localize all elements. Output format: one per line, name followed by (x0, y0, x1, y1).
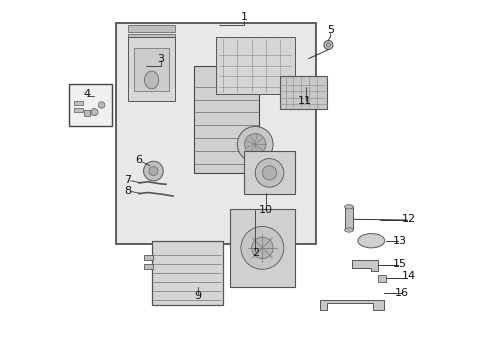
Text: 14: 14 (401, 271, 415, 282)
Text: 10: 10 (259, 205, 272, 215)
Ellipse shape (149, 167, 158, 176)
Ellipse shape (344, 228, 353, 232)
Bar (128, 52, 175, 59)
Ellipse shape (237, 126, 272, 162)
Text: 4: 4 (83, 89, 90, 99)
Ellipse shape (98, 102, 104, 108)
Ellipse shape (344, 204, 353, 209)
Ellipse shape (324, 41, 332, 49)
Bar (144, 264, 153, 269)
Text: 12: 12 (401, 214, 415, 224)
Ellipse shape (143, 161, 163, 181)
Ellipse shape (262, 166, 276, 180)
Bar (128, 37, 175, 102)
Bar (244, 152, 294, 194)
Polygon shape (351, 260, 378, 271)
Text: 9: 9 (194, 291, 201, 301)
Bar (128, 43, 175, 50)
Ellipse shape (325, 43, 330, 47)
Bar (144, 255, 153, 260)
Bar (74, 101, 82, 105)
Bar (151, 241, 223, 305)
Text: 1: 1 (241, 13, 247, 22)
Bar (69, 84, 112, 126)
Ellipse shape (144, 71, 159, 89)
Text: 15: 15 (392, 259, 406, 269)
Bar (378, 275, 385, 282)
Bar (116, 23, 315, 244)
Bar (280, 76, 326, 109)
Text: 11: 11 (298, 96, 312, 107)
Bar (74, 108, 82, 112)
Bar (230, 208, 294, 287)
Text: 13: 13 (392, 236, 406, 246)
Bar (134, 48, 169, 91)
Text: 7: 7 (123, 175, 131, 185)
Ellipse shape (244, 134, 265, 155)
Bar (84, 111, 90, 116)
Text: 6: 6 (135, 156, 142, 165)
Text: 5: 5 (326, 25, 333, 35)
Bar (194, 66, 258, 173)
Polygon shape (319, 300, 383, 310)
Text: 3: 3 (157, 54, 163, 64)
Ellipse shape (357, 234, 384, 248)
Bar (216, 37, 294, 94)
Ellipse shape (241, 226, 283, 269)
Bar (344, 207, 353, 230)
Text: 16: 16 (394, 288, 408, 297)
Text: 2: 2 (251, 248, 258, 258)
Bar (128, 34, 175, 41)
Bar (128, 25, 175, 32)
Ellipse shape (251, 237, 272, 258)
Text: 8: 8 (123, 186, 131, 196)
Ellipse shape (255, 158, 283, 187)
Ellipse shape (91, 109, 98, 116)
